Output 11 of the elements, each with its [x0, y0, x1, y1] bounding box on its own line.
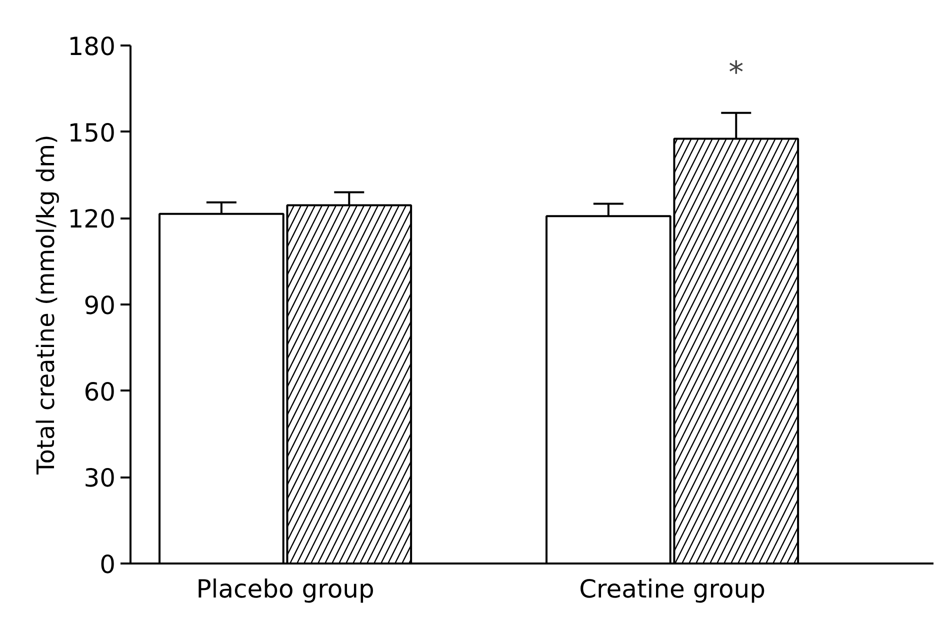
y-tick-label: 30 — [84, 464, 116, 493]
y-tick-label: 60 — [84, 377, 116, 406]
y-tick-label: 0 — [100, 550, 116, 579]
x-tick-label: Placebo group — [196, 574, 374, 604]
y-tick-label: 150 — [68, 118, 116, 148]
y-tick-label: 120 — [68, 204, 116, 234]
y-axis-title: Total creatine (mmol/kg dm) — [32, 134, 60, 476]
annotation: * — [728, 55, 744, 90]
y-tick-label: 90 — [84, 291, 116, 320]
x-tick-label: Creatine group — [579, 574, 766, 604]
y-tick-label: 180 — [68, 32, 116, 61]
